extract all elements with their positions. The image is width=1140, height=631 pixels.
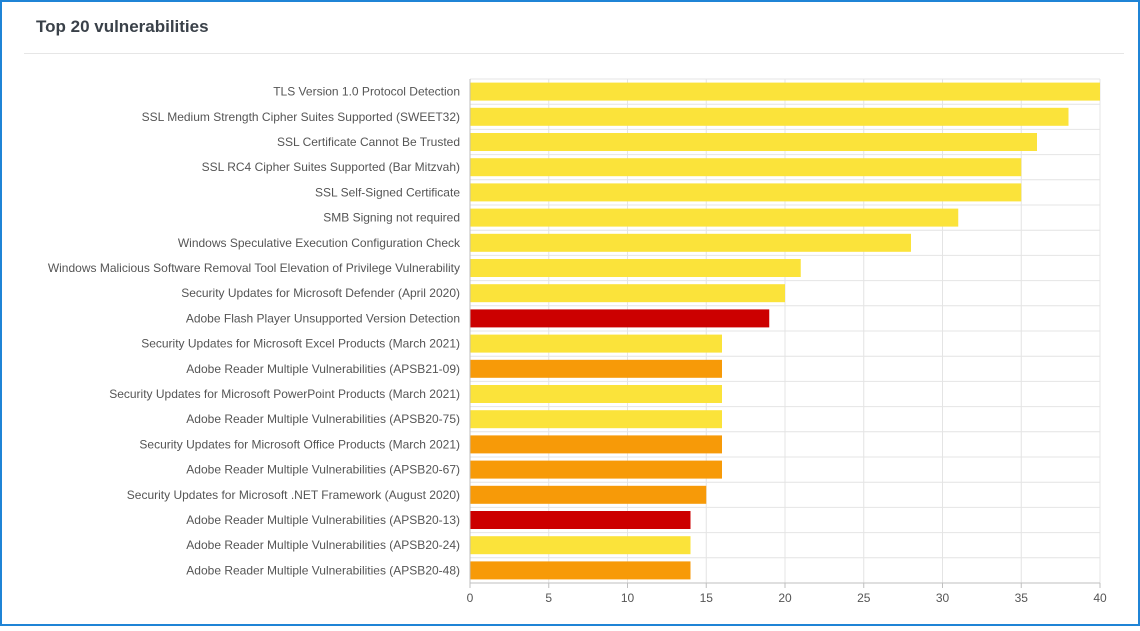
- bar[interactable]: [470, 410, 722, 429]
- category-label: Adobe Reader Multiple Vulnerabilities (A…: [186, 463, 460, 477]
- category-label: Adobe Reader Multiple Vulnerabilities (A…: [186, 538, 460, 552]
- x-tick-label: 40: [1093, 591, 1107, 605]
- x-tick-label: 15: [700, 591, 714, 605]
- category-label: Windows Speculative Execution Configurat…: [178, 236, 461, 250]
- category-labels: TLS Version 1.0 Protocol Detection SSL Me…: [48, 85, 461, 578]
- x-tick-label: 35: [1015, 591, 1029, 605]
- category-label: SSL Medium Strength Cipher Suites Suppor…: [142, 110, 460, 124]
- category-label: Adobe Reader Multiple Vulnerabilities (A…: [186, 362, 460, 376]
- bar[interactable]: [470, 385, 722, 403]
- category-label: Security Updates for Microsoft .NET Fram…: [127, 488, 460, 502]
- category-label: SSL RC4 Cipher Suites Supported (Bar Mit…: [202, 160, 460, 174]
- bar[interactable]: [470, 511, 691, 529]
- x-tick-label: 0: [467, 591, 474, 605]
- bar[interactable]: [470, 460, 722, 479]
- bar[interactable]: [470, 208, 959, 227]
- bar[interactable]: [470, 82, 1100, 101]
- axes: [469, 79, 1101, 588]
- x-tick-labels: 0 5 10 15 20 25 30 35 40: [467, 591, 1107, 605]
- bar[interactable]: [470, 309, 770, 328]
- category-label: SSL Self-Signed Certificate: [315, 185, 460, 199]
- bar[interactable]: [470, 536, 691, 555]
- category-label: Adobe Reader Multiple Vulnerabilities (A…: [186, 412, 460, 426]
- category-label: Security Updates for Microsoft Office Pr…: [139, 437, 460, 451]
- x-tick-label: 25: [857, 591, 871, 605]
- bar[interactable]: [470, 359, 722, 378]
- bars: [470, 82, 1100, 580]
- panel-header: Top 20 vulnerabilities: [24, 2, 1124, 54]
- bar[interactable]: [470, 485, 707, 504]
- category-label: SMB Signing not required: [323, 211, 460, 225]
- x-tick-label: 20: [778, 591, 792, 605]
- bar[interactable]: [470, 133, 1037, 151]
- category-label: SSL Certificate Cannot Be Trusted: [277, 135, 460, 149]
- category-label: Security Updates for Microsoft Excel Pro…: [141, 337, 460, 351]
- x-tick-label: 5: [545, 591, 552, 605]
- panel-title: Top 20 vulnerabilities: [36, 17, 209, 36]
- bar[interactable]: [470, 561, 691, 580]
- category-label: Security Updates for Microsoft Defender …: [181, 286, 460, 300]
- category-label: TLS Version 1.0 Protocol Detection: [273, 85, 460, 99]
- category-label: Adobe Flash Player Unsupported Version D…: [186, 311, 460, 325]
- category-label: Security Updates for Microsoft PowerPoin…: [109, 387, 460, 401]
- category-label: Adobe Reader Multiple Vulnerabilities (A…: [186, 513, 460, 527]
- bar[interactable]: [470, 233, 911, 252]
- bar[interactable]: [470, 183, 1022, 202]
- bar[interactable]: [470, 158, 1022, 177]
- category-label: Windows Malicious Software Removal Tool …: [48, 261, 460, 275]
- bar[interactable]: [470, 334, 722, 353]
- bar[interactable]: [470, 284, 785, 303]
- x-tick-label: 10: [621, 591, 635, 605]
- category-label: Adobe Reader Multiple Vulnerabilities (A…: [186, 563, 460, 577]
- bar[interactable]: [470, 259, 801, 277]
- x-tick-label: 30: [936, 591, 950, 605]
- bar[interactable]: [470, 107, 1069, 126]
- bar[interactable]: [470, 435, 722, 454]
- grid-lines: [469, 78, 1101, 584]
